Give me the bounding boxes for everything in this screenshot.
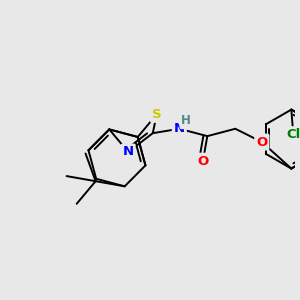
Text: N: N <box>123 146 134 158</box>
Text: O: O <box>256 136 268 148</box>
Text: O: O <box>197 155 208 168</box>
Text: S: S <box>152 108 161 121</box>
Text: N: N <box>174 122 185 135</box>
Text: Cl: Cl <box>286 128 300 141</box>
Text: H: H <box>181 114 191 128</box>
